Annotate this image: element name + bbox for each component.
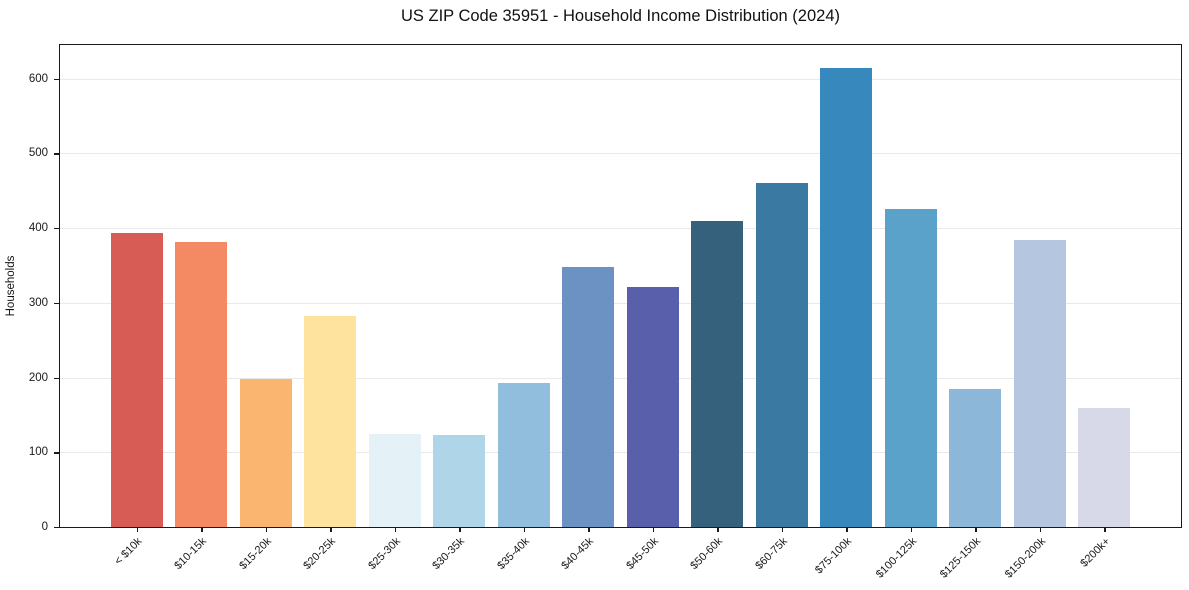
bar-$45-50k bbox=[626, 287, 679, 527]
gridline bbox=[60, 302, 1181, 304]
x-tick-label-text: $15-20k bbox=[237, 535, 274, 573]
gridline bbox=[60, 153, 1181, 155]
bar-$40-45k bbox=[562, 266, 615, 527]
y-tick-mark bbox=[54, 452, 60, 454]
bar-$30-35k bbox=[433, 435, 486, 527]
bar-$125-150k bbox=[949, 388, 1002, 527]
y-tick-mark bbox=[54, 153, 60, 155]
bar-$15-20k bbox=[239, 379, 292, 527]
x-tick-mark bbox=[265, 527, 268, 532]
x-tick-label-text: < $10k bbox=[112, 535, 145, 568]
gridline bbox=[60, 452, 1181, 454]
y-tick-label: 0 bbox=[41, 521, 48, 533]
bar-$10-15k bbox=[175, 241, 228, 527]
bar-$75-100k bbox=[820, 68, 873, 527]
y-tick-label: 500 bbox=[28, 147, 48, 160]
x-tick-label-text: $20-25k bbox=[301, 535, 339, 573]
x-tick-label-text: $200k+ bbox=[1078, 535, 1113, 570]
plot-area bbox=[59, 44, 1182, 528]
y-tick-label: 200 bbox=[28, 371, 48, 384]
bar-$25-30k bbox=[368, 433, 421, 527]
gridline bbox=[60, 78, 1181, 80]
y-tick-label: 600 bbox=[28, 72, 48, 85]
x-tick-mark bbox=[781, 527, 784, 532]
gridline bbox=[60, 377, 1181, 379]
x-tick-mark bbox=[394, 527, 397, 532]
y-tick-label: 300 bbox=[28, 296, 48, 309]
x-tick-label-text: $25-30k bbox=[366, 535, 403, 573]
chart-title: US ZIP Code 35951 - Household Income Dis… bbox=[400, 7, 840, 25]
x-tick-mark bbox=[588, 527, 590, 532]
bar-< $10k bbox=[110, 233, 163, 527]
x-tick-mark bbox=[1104, 527, 1106, 532]
x-tick-label-text: $150-200k bbox=[1002, 535, 1048, 581]
x-tick-mark bbox=[846, 527, 848, 532]
x-tick-mark bbox=[1039, 527, 1042, 532]
bar-$60-75k bbox=[755, 183, 808, 527]
x-tick-label-text: $40-45k bbox=[559, 535, 597, 573]
x-tick-label-text: $60-75k bbox=[753, 535, 790, 573]
x-tick-mark bbox=[201, 527, 203, 532]
bar-$100-125k bbox=[884, 209, 937, 527]
y-axis-label: Households bbox=[5, 255, 17, 317]
bar-$150-200k bbox=[1013, 240, 1066, 527]
gridline bbox=[60, 228, 1181, 230]
x-tick-mark bbox=[459, 527, 461, 532]
x-tick-label-text: $50-60k bbox=[688, 535, 726, 573]
x-tick-mark bbox=[910, 527, 913, 532]
bar-$50-60k bbox=[691, 221, 744, 527]
y-tick-mark bbox=[54, 527, 60, 529]
bar-$20-25k bbox=[304, 316, 357, 527]
x-tick-mark bbox=[975, 527, 977, 532]
x-tick-label-text: $45-50k bbox=[624, 535, 661, 573]
x-tick-mark bbox=[652, 527, 655, 532]
y-tick-label: 400 bbox=[28, 222, 48, 235]
x-tick-label-text: $35-40k bbox=[495, 535, 532, 573]
x-tick-label-text: $125-150k bbox=[938, 535, 984, 581]
x-tick-mark bbox=[523, 527, 526, 532]
x-tick-mark bbox=[717, 527, 719, 532]
x-tick-label-text: $30-35k bbox=[430, 535, 468, 573]
y-tick-mark bbox=[54, 78, 60, 80]
y-tick-label: 100 bbox=[28, 446, 48, 459]
y-tick-mark bbox=[54, 228, 60, 230]
bar-$35-40k bbox=[497, 382, 550, 527]
x-tick-label-text: $10-15k bbox=[172, 535, 210, 573]
x-tick-mark bbox=[330, 527, 332, 532]
bar-$200k+ bbox=[1078, 408, 1131, 527]
y-tick-mark bbox=[54, 302, 60, 305]
x-tick-mark bbox=[136, 527, 139, 532]
x-tick-label-text: $100-125k bbox=[873, 535, 919, 581]
y-tick-mark bbox=[54, 377, 60, 379]
x-tick-label-text: $75-100k bbox=[813, 535, 855, 577]
